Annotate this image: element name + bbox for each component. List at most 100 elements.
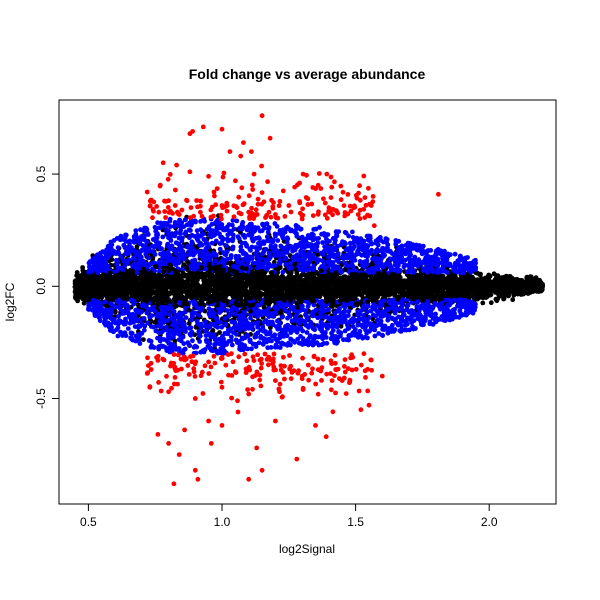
black-point <box>474 293 480 299</box>
blue-point <box>221 336 226 342</box>
blue-point <box>170 322 175 328</box>
blue-point <box>272 243 278 249</box>
blue-point <box>296 258 302 263</box>
blue-point <box>461 301 466 307</box>
blue-point <box>274 224 280 229</box>
blue-point <box>341 256 346 261</box>
black-point <box>193 324 199 330</box>
blue-point <box>148 324 154 329</box>
blue-point <box>102 299 108 305</box>
blue-point <box>277 332 282 337</box>
blue-point <box>325 322 331 328</box>
blue-point <box>346 326 352 331</box>
blue-point <box>205 241 210 246</box>
blue-point <box>280 245 286 251</box>
blue-point <box>304 330 310 335</box>
blue-point <box>191 344 197 350</box>
blue-point <box>344 255 350 261</box>
black-point <box>421 296 427 302</box>
blue-point <box>153 328 159 334</box>
blue-point <box>463 297 468 303</box>
blue-point <box>350 235 356 240</box>
blue-point <box>189 241 195 246</box>
blue-point <box>326 254 331 260</box>
blue-point <box>156 259 162 265</box>
blue-point <box>217 225 223 231</box>
blue-point <box>308 320 314 326</box>
blue-point <box>173 230 179 235</box>
black-point <box>375 294 380 300</box>
black-point <box>75 291 80 297</box>
black-point <box>316 293 321 299</box>
blue-point <box>261 249 267 255</box>
black-point <box>89 292 95 298</box>
black-point <box>488 300 494 306</box>
black-point <box>510 297 516 303</box>
blue-point <box>157 268 163 274</box>
blue-point <box>190 338 195 344</box>
blue-point <box>385 314 390 319</box>
blue-point <box>156 346 162 352</box>
blue-point <box>167 312 173 318</box>
black-point <box>486 272 492 278</box>
blue-point <box>267 251 273 257</box>
blue-point <box>285 315 290 321</box>
blue-point <box>161 337 167 342</box>
black-point <box>480 300 486 306</box>
blue-point <box>346 233 352 239</box>
blue-point <box>211 332 217 338</box>
black-point <box>491 271 497 277</box>
black-point <box>496 291 501 297</box>
blue-point <box>246 232 252 238</box>
blue-point <box>235 259 240 265</box>
blue-point <box>225 238 231 244</box>
blue-point <box>284 235 290 241</box>
black-point <box>80 268 86 273</box>
blue-point <box>204 226 210 232</box>
blue-point <box>264 234 270 240</box>
black-point <box>152 319 158 325</box>
blue-point <box>227 328 233 334</box>
blue-point <box>404 306 410 312</box>
black-point <box>370 316 376 322</box>
black-point <box>483 295 489 300</box>
blue-point <box>229 319 235 325</box>
black-point <box>478 271 483 277</box>
blue-point <box>385 317 391 323</box>
blue-point <box>160 234 166 240</box>
blue-point <box>277 335 283 341</box>
blue-point <box>316 236 321 241</box>
blue-point <box>327 238 332 244</box>
black-point <box>501 296 506 302</box>
blue-point <box>342 328 348 334</box>
blue-point <box>125 326 131 331</box>
blue-point <box>249 346 254 352</box>
blue-point <box>215 324 221 330</box>
blue-point <box>380 333 386 338</box>
blue-point <box>452 251 458 257</box>
blue-point <box>112 304 118 310</box>
blue-point <box>270 333 275 339</box>
blue-point <box>111 250 116 255</box>
blue-point <box>209 221 215 227</box>
blue-point <box>171 334 176 340</box>
blue-point <box>255 324 260 330</box>
blue-point <box>272 304 278 310</box>
blue-point <box>218 319 223 325</box>
blue-point <box>183 229 189 235</box>
blue-point <box>222 316 228 321</box>
black-point <box>446 274 452 280</box>
blue-point <box>144 264 150 270</box>
blue-point <box>173 240 179 246</box>
blue-point <box>109 310 114 316</box>
blue-point <box>125 259 131 265</box>
blue-point <box>289 318 295 324</box>
blue-point <box>165 318 171 323</box>
black-point <box>113 309 118 315</box>
blue-point <box>311 302 317 308</box>
blue-point <box>179 244 185 250</box>
blue-point <box>219 324 225 330</box>
black-point <box>141 337 146 342</box>
blue-point <box>386 298 392 304</box>
